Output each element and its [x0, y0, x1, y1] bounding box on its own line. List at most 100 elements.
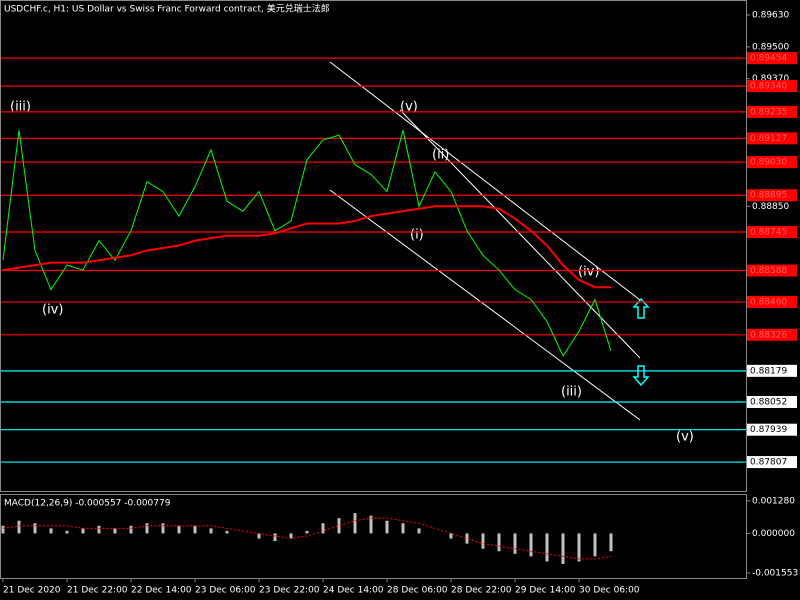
chart-title: USDCHF.c, H1: US Dollar vs Swiss Franc F…: [4, 3, 330, 15]
level-label: 0.88895: [750, 191, 787, 201]
macd-bar: [321, 523, 325, 534]
macd-bar: [353, 513, 357, 534]
level-label-box: [747, 364, 797, 377]
level-label-box: [747, 395, 797, 408]
y-tick-label: 0.89500: [752, 42, 789, 52]
macd-bar: [593, 533, 597, 557]
x-tick-label: 23 Dec 06:00: [195, 586, 256, 596]
x-tick-label: 21 Dec 2020: [3, 586, 61, 596]
level-label: 0.88460: [750, 297, 787, 307]
price-line: [2, 130, 612, 357]
macd-bar: [449, 533, 453, 539]
level-label: 0.88745: [750, 228, 787, 238]
wave-label: (iv): [578, 265, 599, 280]
macd-bar: [209, 528, 213, 534]
macd-bar: [465, 533, 469, 544]
macd-bar: [49, 528, 53, 534]
macd-bar: [113, 528, 117, 534]
level-label-box: [747, 328, 797, 341]
channel-line: [329, 189, 641, 421]
x-tick-label: 23 Dec 22:00: [259, 586, 320, 596]
macd-bar: [65, 530, 69, 534]
macd-bar: [129, 525, 133, 534]
macd-bar: [577, 533, 581, 562]
macd-bar: [193, 525, 197, 534]
macd-bar: [401, 523, 405, 534]
macd-bar: [481, 533, 485, 549]
level-label: 0.89235: [750, 107, 787, 117]
macd-bar: [305, 530, 309, 534]
macd-bar: [161, 523, 165, 534]
macd-title: MACD(12,26,9) -0.000557 -0.000779: [4, 499, 171, 509]
x-tick-label: 22 Dec 14:00: [131, 586, 192, 596]
macd-bar: [545, 533, 549, 562]
wave-label: (iv): [42, 303, 63, 318]
y-tick-label: 0.89630: [752, 10, 789, 20]
level-label: 0.87939: [750, 425, 787, 435]
level-label: 0.88326: [750, 330, 787, 340]
price-line: [2, 205, 611, 289]
wave-label: (v): [676, 430, 694, 445]
y-tick-label: 0.88850: [752, 202, 789, 212]
macd-bar: [145, 523, 149, 534]
wave-label: (iii): [10, 100, 31, 115]
level-label-box: [747, 156, 797, 169]
macd-bar: [417, 528, 421, 534]
x-tick-label: 30 Dec 06:00: [579, 586, 640, 596]
macd-bar: [497, 533, 501, 552]
y-tick-label: 0.000000: [752, 529, 795, 539]
x-tick-label: 29 Dec 14:00: [515, 586, 576, 596]
y-tick-label: 0.001280: [752, 496, 795, 506]
macd-bar: [609, 533, 613, 552]
level-label-box: [747, 423, 797, 436]
macd-bar: [529, 533, 533, 557]
macd-bar: [81, 528, 85, 534]
macd-bar: [385, 520, 389, 534]
level-label-box: [747, 264, 797, 277]
wave-label: (ii): [432, 148, 449, 163]
macd-bar: [97, 525, 101, 534]
macd-panel: [0, 494, 747, 579]
level-label: 0.88179: [750, 366, 787, 376]
wave-label: (v): [400, 100, 418, 115]
macd-bar: [337, 518, 341, 534]
level-label: 0.89340: [750, 82, 787, 92]
level-label-box: [747, 132, 797, 145]
macd-bar: [257, 533, 261, 539]
macd-bar: [289, 533, 293, 539]
level-label: 0.89454: [750, 54, 787, 64]
level-label: 0.88052: [750, 397, 787, 407]
wave-label: (i): [410, 228, 424, 243]
level-label-box: [747, 80, 797, 93]
macd-bar: [561, 533, 565, 564]
y-tick-label: 0.89370: [752, 74, 789, 84]
x-tick-label: 21 Dec 22:00: [67, 586, 128, 596]
macd-bar: [177, 525, 181, 534]
main-panel: [0, 0, 747, 492]
level-label-box: [747, 52, 797, 65]
x-tick-label: 28 Dec 06:00: [387, 586, 448, 596]
level-label-box: [747, 226, 797, 239]
wave-label: (iii): [561, 385, 582, 400]
level-label: 0.89030: [750, 158, 787, 168]
macd-bar: [1, 525, 5, 534]
level-label: 0.89127: [750, 134, 787, 144]
x-tick-label: 28 Dec 22:00: [451, 586, 512, 596]
level-label-box: [747, 456, 797, 469]
y-tick-label: -0.001553: [752, 568, 798, 578]
macd-bar: [225, 530, 229, 534]
channel-line: [329, 61, 641, 301]
up-arrow: [632, 297, 650, 319]
macd-bar: [17, 520, 21, 534]
down-arrow: [632, 365, 650, 387]
macd-bar: [369, 515, 373, 534]
macd-bar: [273, 533, 277, 542]
level-label: 0.87807: [750, 458, 787, 468]
level-label-box: [747, 295, 797, 308]
signal-line: [2, 517, 612, 560]
macd-bar: [513, 533, 517, 554]
x-tick-label: 24 Dec 14:00: [323, 586, 384, 596]
macd-bar: [33, 523, 37, 534]
